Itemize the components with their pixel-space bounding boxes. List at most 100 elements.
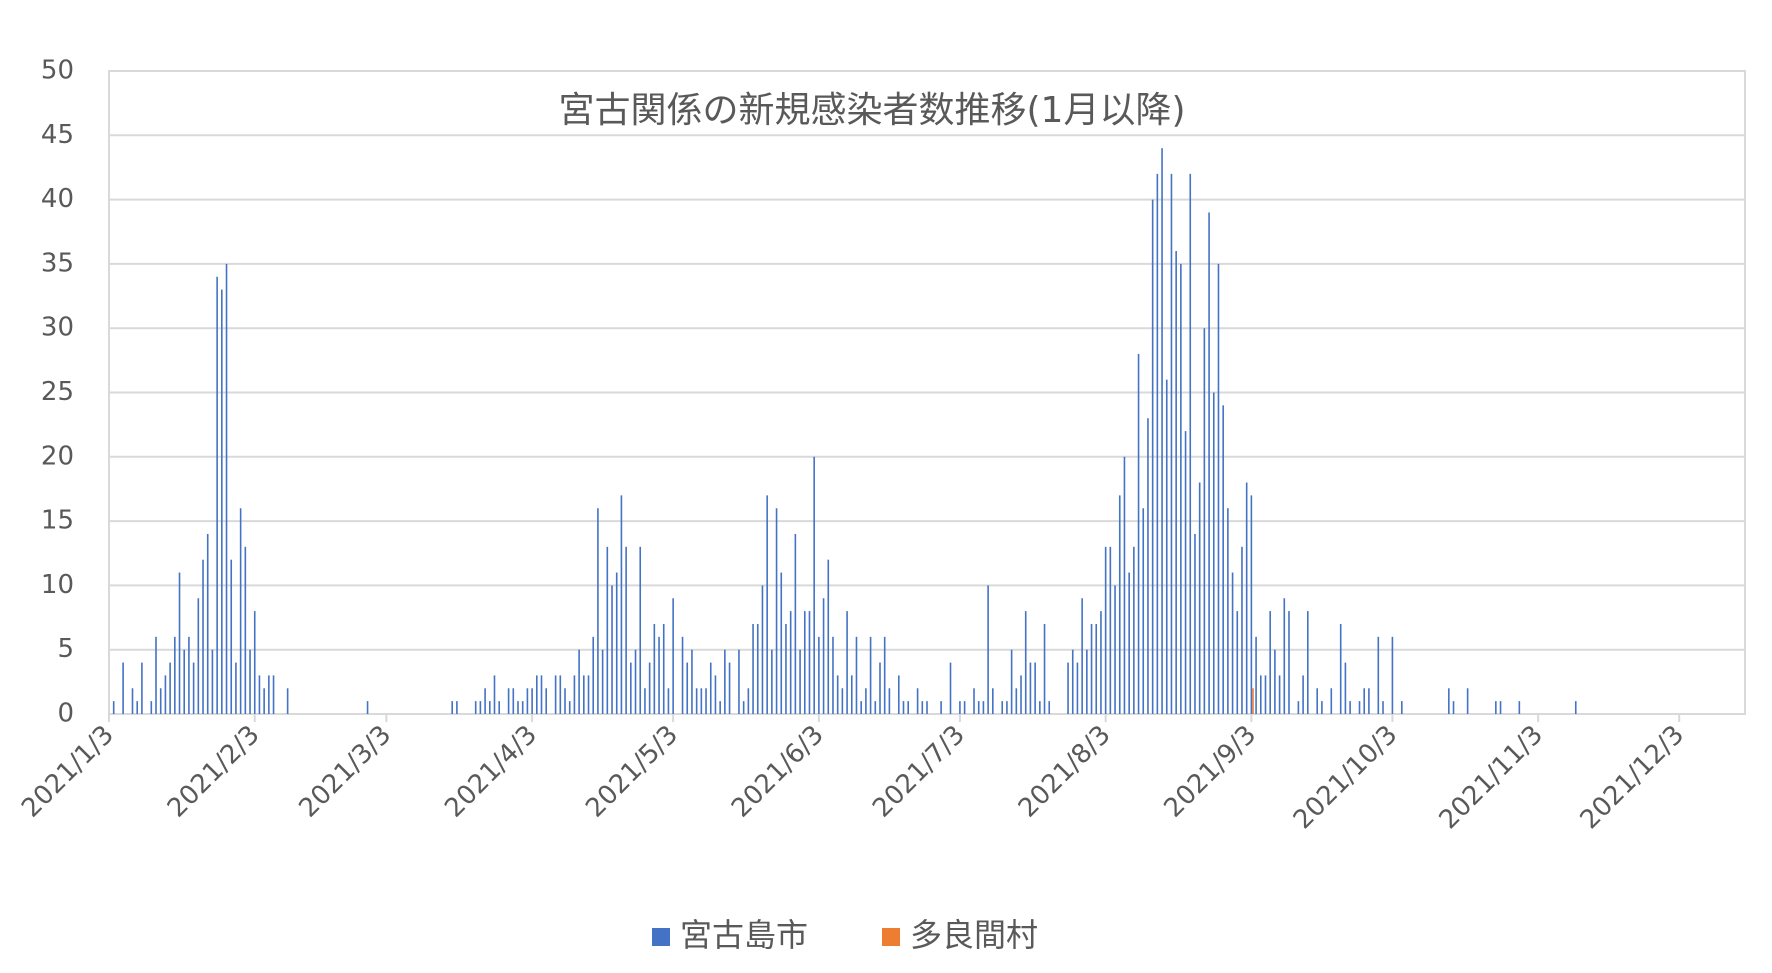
bar bbox=[230, 559, 233, 714]
bar bbox=[206, 533, 209, 714]
bar bbox=[1123, 456, 1126, 714]
bar bbox=[1274, 649, 1276, 714]
bar bbox=[1339, 623, 1342, 714]
y-tick-label: 0 bbox=[57, 699, 74, 729]
x-tick-label: 2021/3/3 bbox=[294, 720, 398, 824]
x-tick-label: 2021/8/3 bbox=[1013, 720, 1117, 824]
bar bbox=[1194, 533, 1196, 714]
bar bbox=[992, 688, 994, 714]
bar bbox=[216, 276, 218, 714]
bar bbox=[568, 701, 571, 714]
bar bbox=[507, 688, 510, 714]
bar bbox=[1184, 431, 1187, 714]
x-tick-label: 2021/9/3 bbox=[1159, 720, 1263, 824]
y-tick-label: 20 bbox=[41, 441, 74, 471]
bar bbox=[625, 546, 627, 714]
bar bbox=[728, 662, 731, 714]
y-tick-label: 10 bbox=[41, 570, 74, 600]
bar bbox=[1039, 701, 1041, 714]
bar bbox=[836, 675, 839, 714]
bar bbox=[1306, 611, 1309, 714]
bar bbox=[794, 533, 797, 714]
chart-title: 宮古関係の新規感染者数推移(1月以降) bbox=[559, 90, 1186, 131]
bar bbox=[907, 701, 909, 714]
bar bbox=[789, 611, 792, 714]
bar bbox=[268, 675, 270, 714]
bar bbox=[221, 289, 223, 714]
bar bbox=[959, 701, 961, 714]
bar bbox=[761, 585, 764, 714]
bar bbox=[940, 701, 942, 714]
bar bbox=[695, 688, 698, 714]
bar bbox=[1109, 546, 1112, 714]
bar bbox=[272, 675, 275, 714]
bar bbox=[1010, 649, 1013, 714]
bar bbox=[752, 623, 754, 714]
bar bbox=[174, 636, 176, 714]
bar bbox=[178, 572, 181, 714]
bar bbox=[1217, 263, 1220, 714]
bar bbox=[1283, 598, 1286, 714]
bar bbox=[131, 688, 134, 714]
bar bbox=[1024, 611, 1027, 714]
bar bbox=[644, 688, 646, 714]
bar bbox=[1170, 173, 1173, 714]
bar bbox=[583, 675, 585, 714]
bar bbox=[155, 636, 157, 714]
bar bbox=[865, 688, 867, 714]
bar bbox=[1006, 701, 1008, 714]
bar bbox=[1288, 611, 1290, 714]
bar bbox=[1269, 611, 1271, 714]
legend-swatch bbox=[882, 928, 900, 946]
bar bbox=[517, 701, 519, 714]
bar bbox=[601, 649, 604, 714]
bar bbox=[1349, 701, 1351, 714]
bar bbox=[150, 701, 153, 714]
bar bbox=[987, 585, 989, 714]
bar bbox=[1114, 585, 1116, 714]
bar bbox=[1227, 508, 1229, 714]
bar bbox=[239, 508, 242, 714]
bar bbox=[634, 649, 637, 714]
bar bbox=[658, 636, 660, 714]
bar bbox=[1377, 636, 1380, 714]
bar bbox=[1368, 688, 1370, 714]
bar bbox=[921, 701, 924, 714]
bar bbox=[855, 636, 858, 714]
bar bbox=[1189, 173, 1192, 714]
bar bbox=[1067, 662, 1069, 714]
x-tick-label: 2021/6/3 bbox=[726, 720, 830, 824]
bar bbox=[747, 688, 750, 714]
y-tick-label: 40 bbox=[41, 184, 74, 214]
bar bbox=[1095, 623, 1098, 714]
bar bbox=[531, 688, 533, 714]
bar bbox=[545, 688, 548, 714]
bar bbox=[1071, 649, 1074, 714]
bar bbox=[592, 636, 595, 714]
bar bbox=[1241, 546, 1243, 714]
bar bbox=[1020, 675, 1022, 714]
bar bbox=[879, 662, 881, 714]
bar bbox=[672, 598, 674, 714]
bar bbox=[211, 649, 214, 714]
bar bbox=[1518, 701, 1521, 714]
bar bbox=[785, 623, 787, 714]
bar bbox=[597, 508, 599, 714]
bar bbox=[963, 701, 966, 714]
bar bbox=[536, 675, 538, 714]
bar bbox=[1278, 675, 1281, 714]
bar bbox=[771, 649, 773, 714]
bar bbox=[1015, 688, 1018, 714]
bar bbox=[540, 675, 543, 714]
bar bbox=[620, 495, 623, 714]
bar bbox=[286, 688, 289, 714]
bar bbox=[1302, 675, 1304, 714]
bar bbox=[1452, 701, 1455, 714]
bar bbox=[451, 701, 453, 714]
bar bbox=[926, 701, 928, 714]
bar bbox=[832, 636, 834, 714]
bar bbox=[1076, 662, 1079, 714]
bar bbox=[1081, 598, 1083, 714]
bar bbox=[1118, 495, 1121, 714]
bar bbox=[587, 675, 590, 714]
